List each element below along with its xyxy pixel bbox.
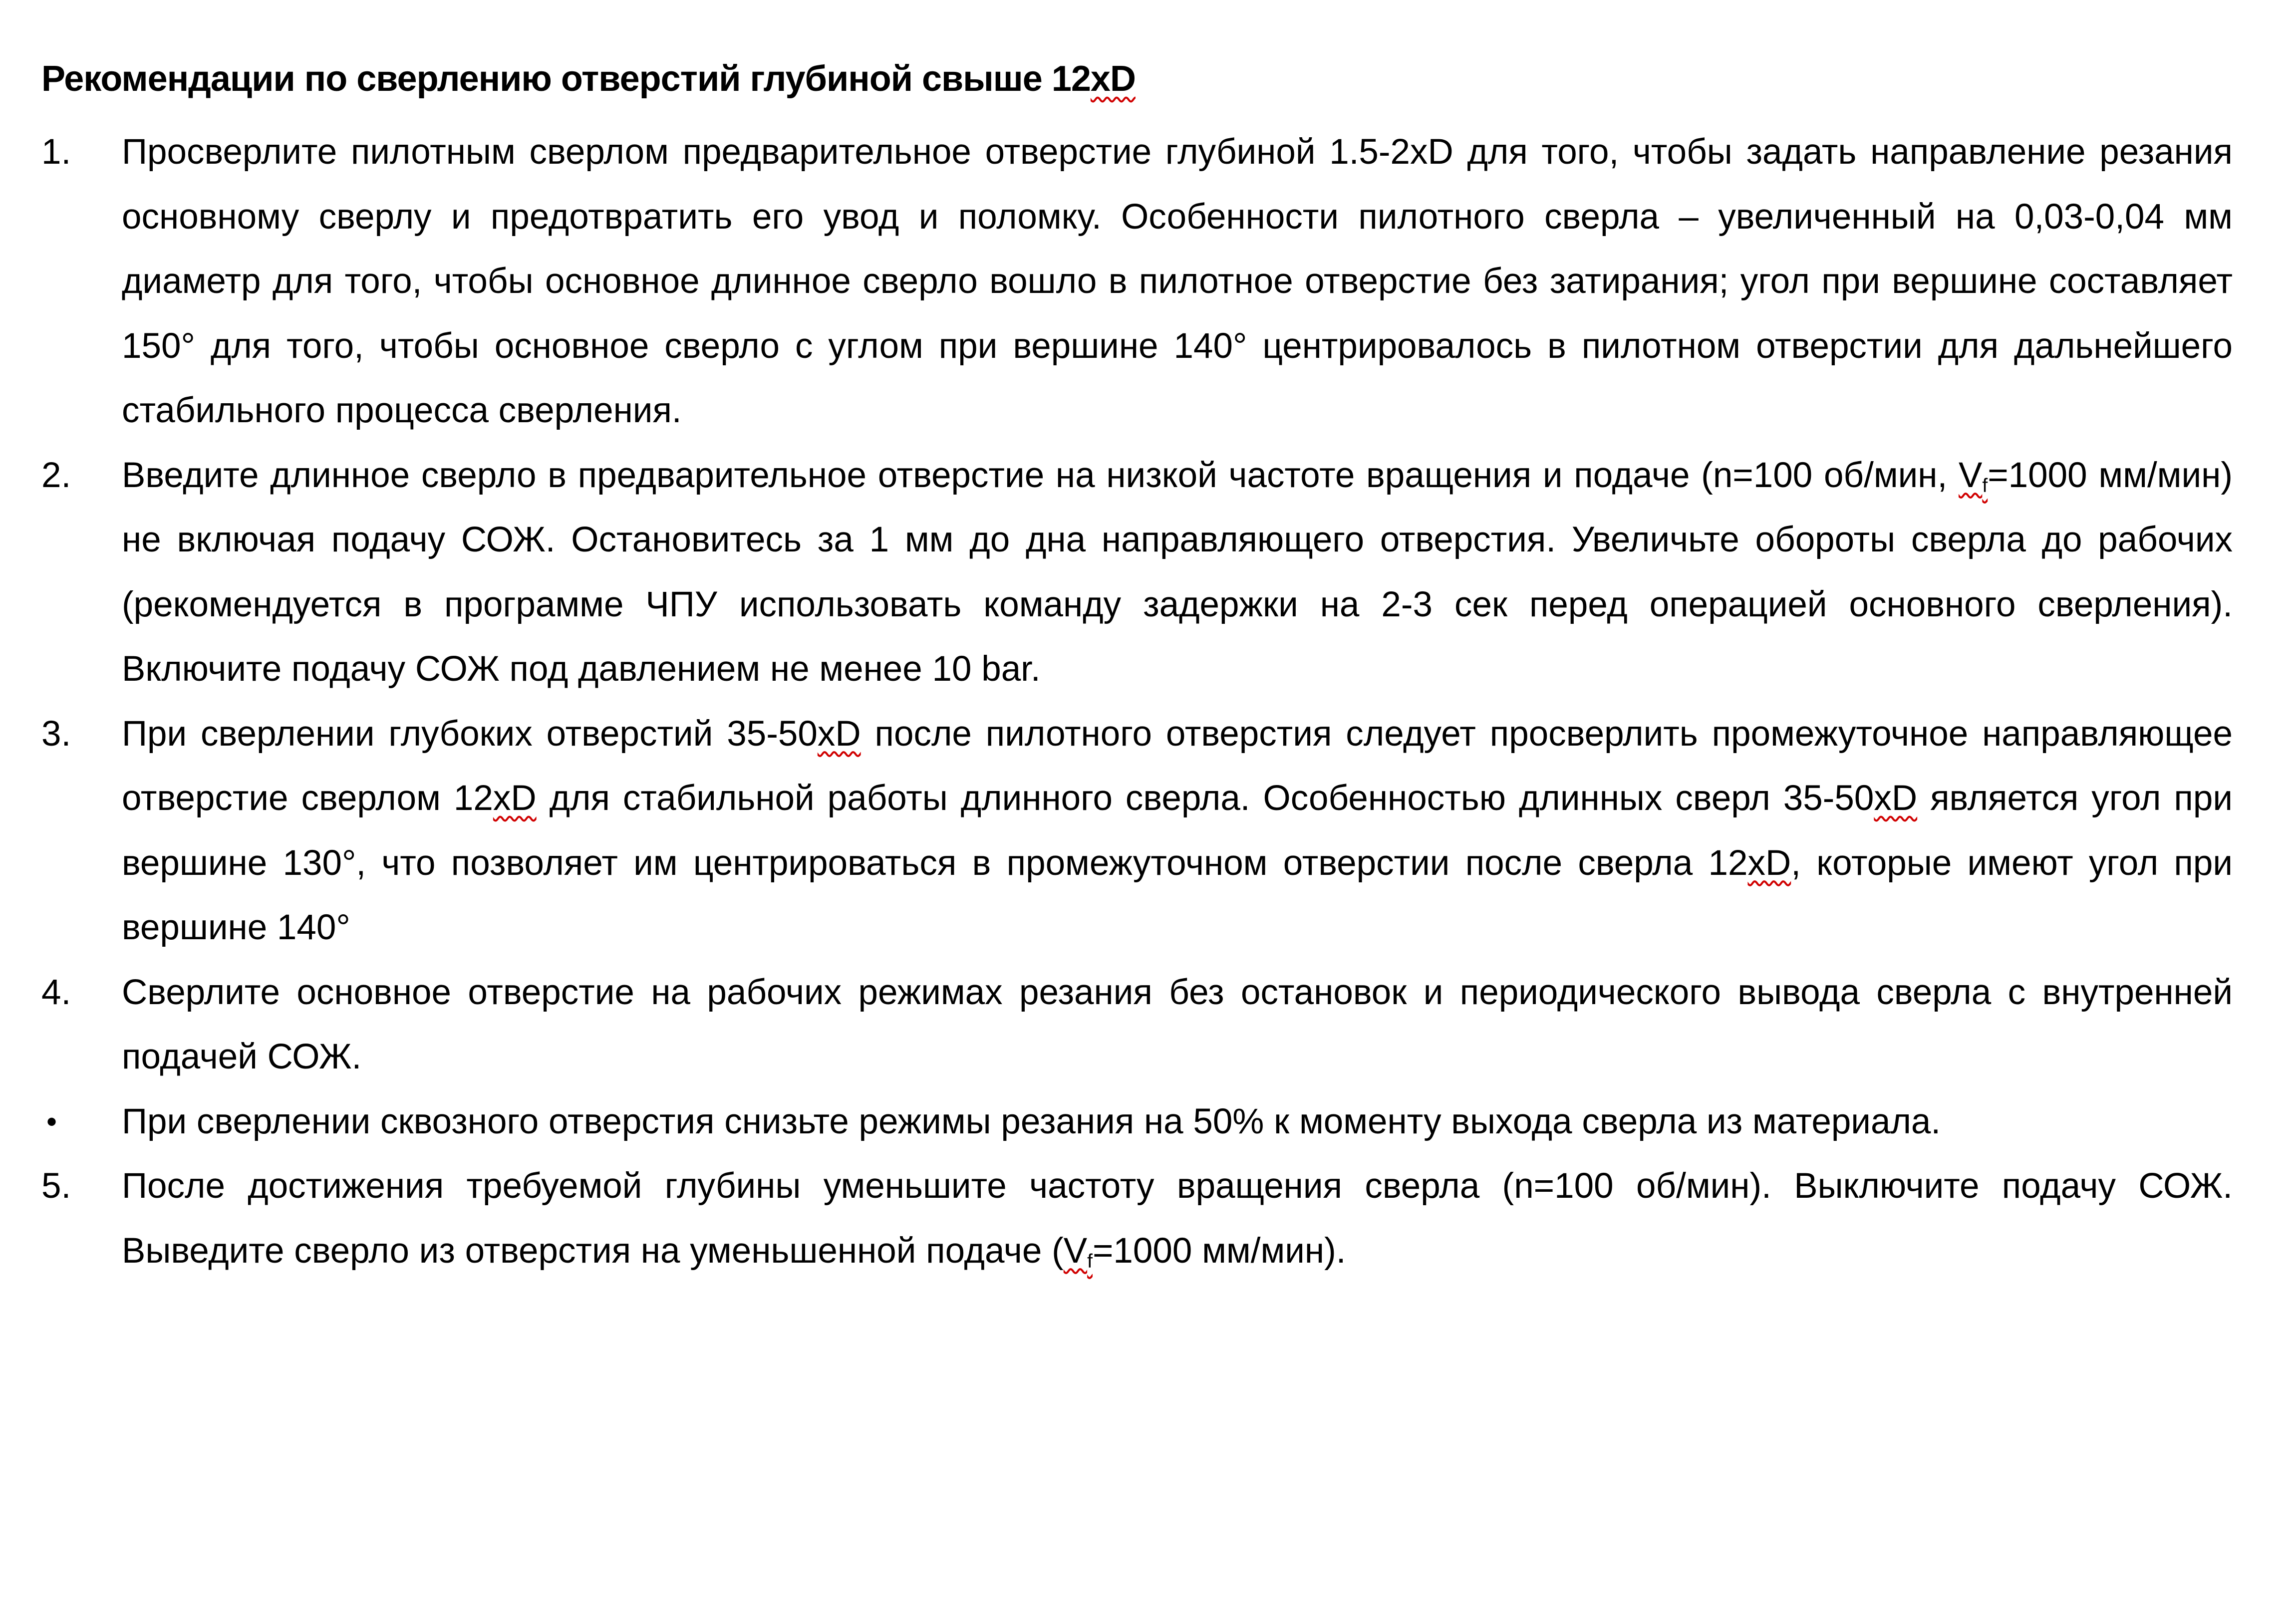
list-number: 1.	[41, 132, 71, 172]
text-segment: =1000 мм/мин).	[1092, 1231, 1346, 1271]
text-segment: для стабильной работы длинного сверла. О…	[536, 779, 1874, 818]
list-number: 4.	[41, 972, 71, 1012]
text-segment: После достижения требуемой глубины умень…	[122, 1166, 2233, 1271]
list-item: • При сверлении сквозного отверстия снизь…	[41, 1089, 2233, 1154]
spellcheck-flagged-text: f	[1087, 1250, 1093, 1272]
text-segment: является угол при вершине 130°, что позв…	[122, 779, 2233, 883]
spellcheck-flagged-text: xD	[817, 714, 861, 754]
text-segment: после пилотного отверстия следует просве…	[122, 714, 2233, 818]
recommendations-list: 1. Просверлите пилотным сверлом предварит…	[41, 120, 2233, 1283]
list-item: 4. Сверлите основное отверстие на рабочих…	[41, 960, 2233, 1089]
document-title: Рекомендации по сверлению отверстий глуб…	[41, 54, 1136, 104]
spellcheck-flagged-text: xD	[1090, 59, 1136, 99]
list-number: 5.	[41, 1166, 71, 1206]
list-number: 3.	[41, 714, 71, 754]
list-item: 1. Просверлите пилотным сверлом предварит…	[41, 120, 2233, 443]
list-number: 2.	[41, 455, 71, 495]
text-segment: Введите длинное сверло в предварительное…	[122, 455, 1959, 495]
text-segment: , которые имеют угол при вершине 140°	[122, 843, 2233, 948]
text-segment: Сверлите основное отверстие на рабочих р…	[122, 972, 2233, 1077]
text-segment: Просверлите пилотным сверлом предварител…	[122, 132, 2233, 430]
text-segment: Рекомендации по сверлению отверстий глуб…	[41, 59, 1091, 99]
spellcheck-flagged-text: f	[1982, 475, 1988, 497]
list-item: 5. После достижения требуемой глубины уме…	[41, 1154, 2233, 1283]
spellcheck-flagged-text: xD	[493, 779, 537, 818]
text-segment: При сверлении сквозного отверстия снизьт…	[122, 1101, 1941, 1141]
spellcheck-flagged-text: xD	[1874, 779, 1918, 818]
spellcheck-flagged-text: xD	[1747, 843, 1791, 883]
spellcheck-flagged-text: V	[1958, 455, 1983, 495]
spellcheck-flagged-text: V	[1063, 1231, 1088, 1271]
list-item: 3. При сверлении глубоких отверстий 35-50…	[41, 702, 2233, 960]
bullet-marker: •	[46, 1104, 57, 1138]
text-segment: При сверлении глубоких отверстий 35-50	[122, 714, 818, 754]
list-item: 2. Введите длинное сверло в предварительн…	[41, 443, 2233, 702]
text-segment: =1000 мм/мин) не включая подачу СОЖ. Ост…	[122, 455, 2233, 689]
